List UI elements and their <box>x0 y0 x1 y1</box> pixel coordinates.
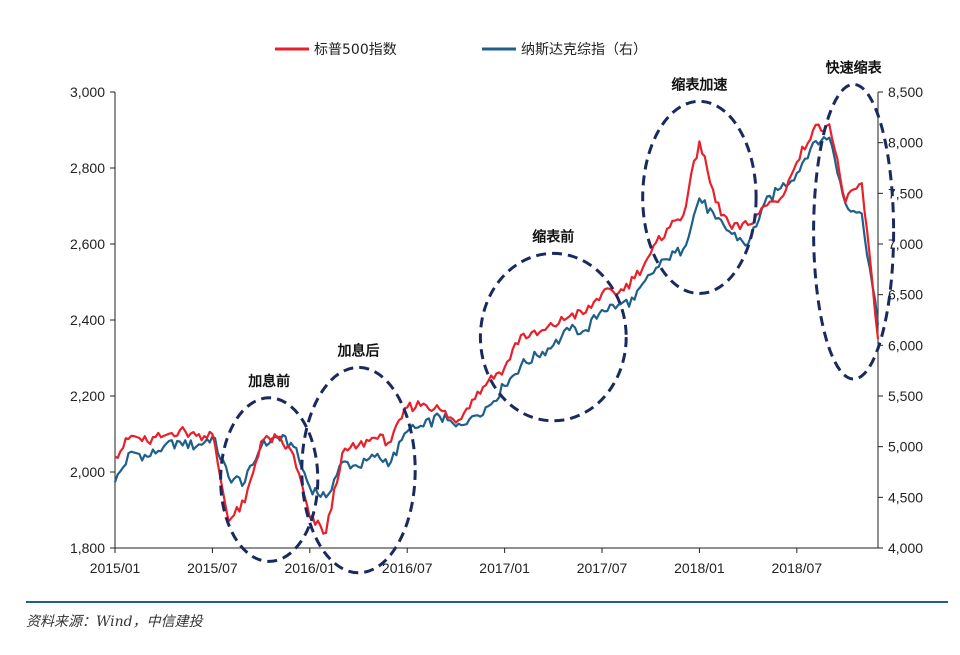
x-tick-label: 2015/07 <box>187 560 238 576</box>
right-tick-label: 5,000 <box>888 439 923 455</box>
right-tick-label: 7,500 <box>888 185 923 201</box>
annotation-label: 加息后 <box>337 342 380 359</box>
legend-label-sp500: 标普500指数 <box>314 42 397 58</box>
left-tick-label: 3,000 <box>70 84 105 100</box>
annotation-label: 加息前 <box>247 373 290 390</box>
annotation-layer: 加息前 加息后 缩表前 缩表加速 快速缩表 <box>219 59 896 575</box>
left-tick-label: 2,000 <box>70 464 105 480</box>
left-tick-label: 2,400 <box>70 312 105 328</box>
annotation-label: 缩表前 <box>532 228 574 245</box>
left-tick-label: 2,600 <box>70 236 105 252</box>
annotation-ellipse <box>300 365 417 575</box>
footer-divider <box>26 601 948 603</box>
x-tick-label: 2017/07 <box>577 560 628 576</box>
series-layer <box>113 123 880 535</box>
right-tick-label: 8,500 <box>888 84 923 100</box>
annotation-ellipse <box>812 82 896 381</box>
right-tick-label: 6,500 <box>888 287 923 303</box>
right-tick-label: 7,000 <box>888 236 923 252</box>
right-tick-label: 6,000 <box>888 337 923 353</box>
legend: 标普500指数 纳斯达克综指（右） <box>275 42 647 58</box>
annotation-ellipse <box>478 251 628 423</box>
x-tick-label: 2018/07 <box>772 560 823 576</box>
annotation-label: 缩表加速 <box>671 76 727 93</box>
left-tick-label: 2,200 <box>70 388 105 404</box>
series-line-nasdaq <box>113 136 880 499</box>
x-axis-ticks: 2015/01 2015/07 2016/01 2016/07 2017/01 2017/… <box>90 548 823 576</box>
x-tick-label: 2018/01 <box>674 560 725 576</box>
right-tick-label: 4,000 <box>888 540 923 556</box>
right-tick-label: 4,500 <box>888 489 923 505</box>
left-axis-ticks: 1,800 2,000 2,200 2,400 2,600 2,800 3,000 <box>70 84 115 556</box>
x-tick-label: 2017/01 <box>479 560 530 576</box>
right-tick-label: 5,500 <box>888 388 923 404</box>
annotation-label: 快速缩表 <box>826 59 883 76</box>
annotation-ellipse <box>641 99 758 295</box>
x-tick-label: 2016/07 <box>382 560 433 576</box>
right-tick-label: 8,000 <box>888 135 923 151</box>
series-line-sp500 <box>114 123 880 535</box>
left-tick-label: 2,800 <box>70 160 105 176</box>
annotation-ellipse <box>219 396 320 563</box>
left-tick-label: 1,800 <box>70 540 105 556</box>
source-note: 资料来源：Wind，中信建投 <box>26 614 203 630</box>
x-tick-label: 2015/01 <box>90 560 141 576</box>
x-tick-label: 2016/01 <box>285 560 336 576</box>
legend-label-nasdaq: 纳斯达克综指（右） <box>521 42 647 58</box>
